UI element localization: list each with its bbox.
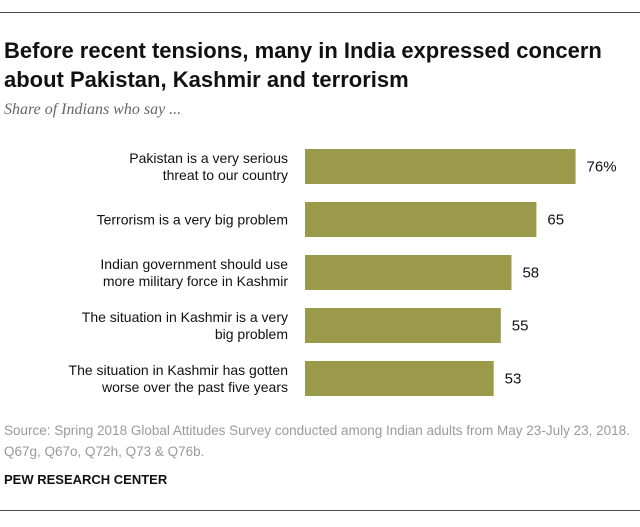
source-note: Source: Spring 2018 Global Attitudes Sur…	[4, 423, 630, 459]
bars-group: Pakistan is a very serious threat to our …	[69, 149, 617, 396]
chart-subtitle: Share of Indians who say ...	[4, 101, 182, 118]
bar-0	[305, 149, 576, 184]
bottom-rule	[0, 510, 640, 511]
bar-chart: Pakistan is a very serious threat to our …	[69, 149, 617, 396]
bar-3	[305, 308, 501, 343]
bar-1	[305, 202, 537, 237]
category-label-2: Indian government should use more militar…	[100, 256, 288, 289]
credit-label: PEW RESEARCH CENTER	[4, 472, 168, 487]
value-label-4: 53	[505, 371, 522, 388]
top-rule	[0, 12, 640, 13]
category-label-0: Pakistan is a very serious threat to our …	[129, 150, 288, 183]
value-label-2: 58	[522, 265, 539, 282]
bar-4	[305, 361, 494, 396]
value-label-0: 76%	[587, 159, 617, 176]
category-label-1: Terrorism is a very big problem	[97, 212, 288, 228]
category-label-3: The situation in Kashmir is a very big pr…	[82, 309, 288, 342]
chart-title: Before recent tensions, many in India ex…	[4, 38, 602, 92]
bar-2	[305, 255, 512, 290]
value-label-3: 55	[512, 318, 529, 335]
value-label-1: 65	[547, 212, 564, 229]
category-label-4: The situation in Kashmir has gotten worse…	[69, 362, 288, 395]
